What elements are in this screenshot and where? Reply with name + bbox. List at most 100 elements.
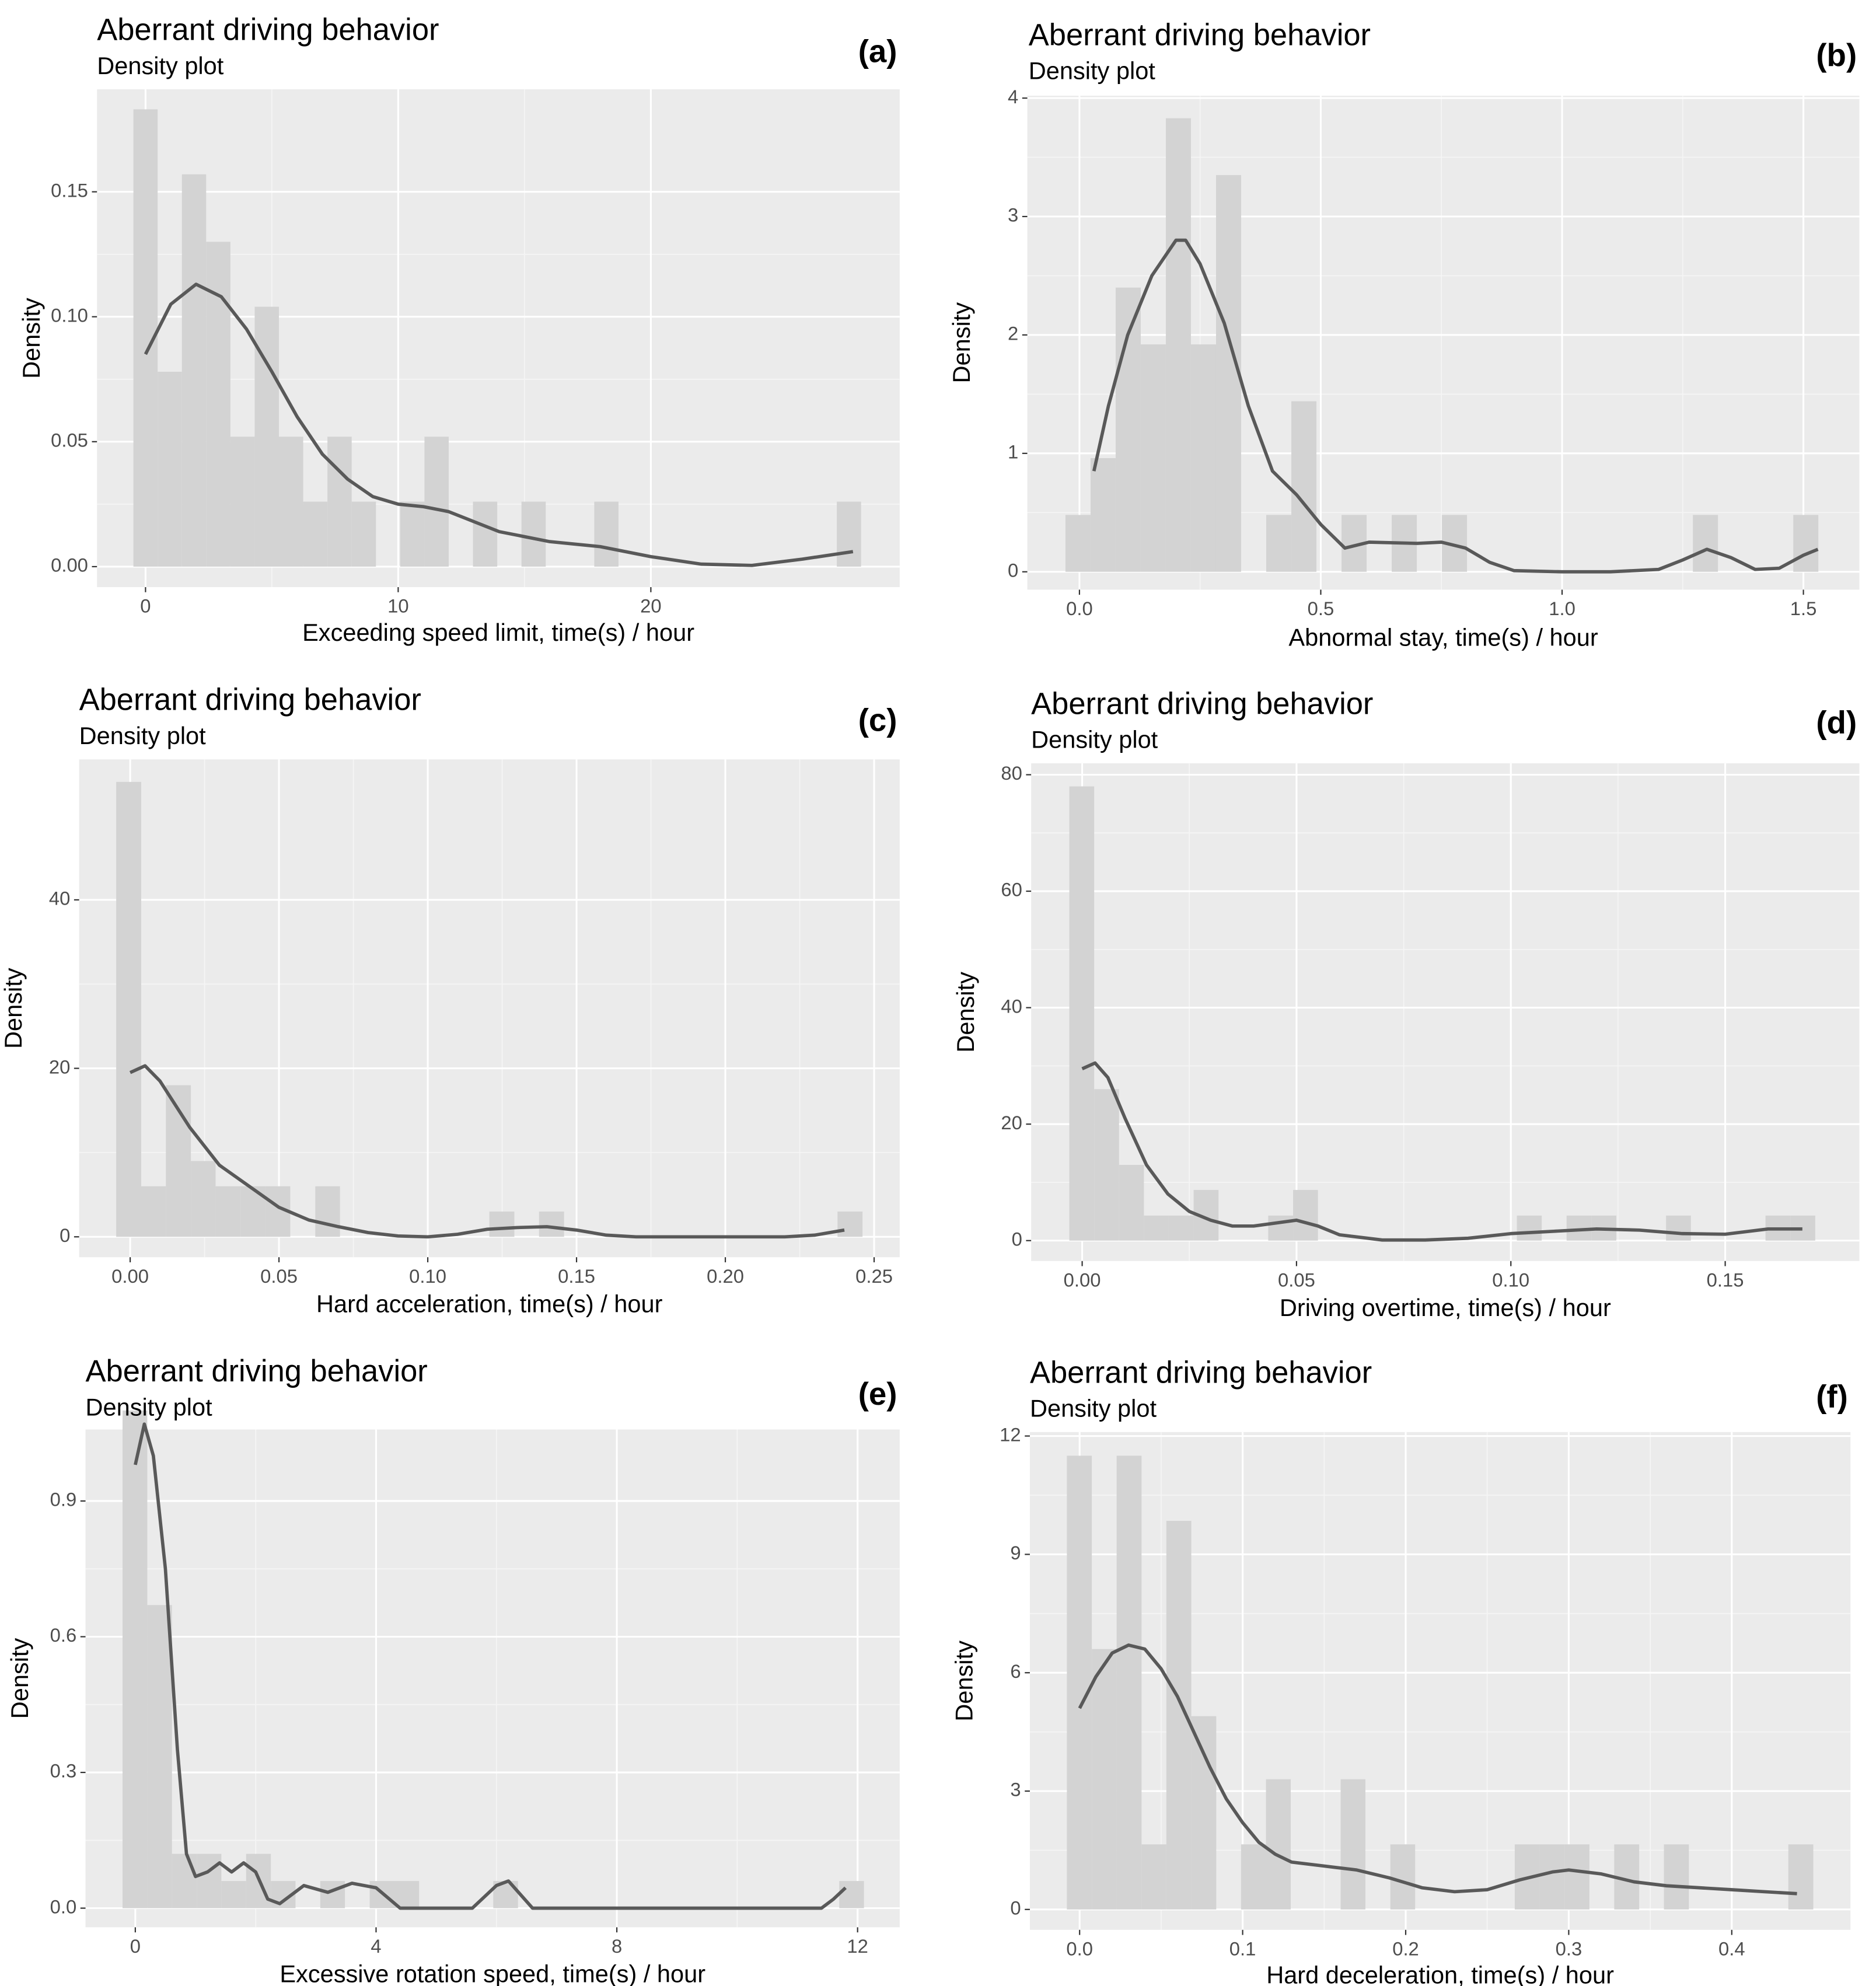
y-tick-label: 0.0 bbox=[50, 1896, 77, 1917]
histogram-bar bbox=[1215, 174, 1242, 572]
histogram-bar bbox=[116, 781, 141, 1237]
x-tick-label: 1.0 bbox=[1549, 598, 1575, 619]
x-axis-label: Abnormal stay, time(s) / hour bbox=[1288, 624, 1598, 651]
histogram-bar bbox=[1266, 1779, 1291, 1910]
y-axis-label: Density bbox=[951, 1641, 978, 1722]
density-line bbox=[1092, 238, 1819, 574]
x-axis-label: Exceeding speed limit, time(s) / hour bbox=[302, 619, 694, 646]
y-tick-label: 0 bbox=[1010, 1897, 1021, 1918]
panel bbox=[1029, 1432, 1851, 1930]
chart-subtitle: Density plot bbox=[1029, 57, 1156, 85]
x-tick-label: 0.15 bbox=[558, 1265, 595, 1287]
histogram-bar bbox=[191, 1161, 216, 1237]
panel-tag: (c) bbox=[858, 702, 897, 738]
x-tick-label: 0 bbox=[130, 1935, 141, 1957]
chart-title: Aberrant driving behavior bbox=[97, 13, 439, 47]
histogram-bar bbox=[315, 1186, 340, 1237]
histogram-bar bbox=[215, 1186, 241, 1237]
x-tick-label: 0.10 bbox=[409, 1265, 446, 1287]
panel-tag: (d) bbox=[1816, 705, 1857, 741]
x-tick-label: 4 bbox=[371, 1935, 381, 1957]
x-tick-label: 0.00 bbox=[111, 1265, 149, 1287]
y-tick-label: 20 bbox=[49, 1056, 70, 1077]
histogram-bar bbox=[1094, 1089, 1119, 1241]
y-axis-label: Density bbox=[6, 1638, 33, 1719]
histogram-bar bbox=[1190, 344, 1216, 572]
y-tick-label: 0 bbox=[1012, 1228, 1022, 1249]
x-tick-label: 0.10 bbox=[1492, 1269, 1529, 1290]
chart-subtitle: Density plot bbox=[1030, 1395, 1157, 1422]
histogram-bar bbox=[279, 437, 303, 567]
histogram-bar bbox=[1069, 786, 1095, 1241]
x-axis-label: Hard acceleration, time(s) / hour bbox=[316, 1290, 663, 1317]
histogram-bar bbox=[1793, 515, 1819, 572]
histogram-bar bbox=[1666, 1215, 1691, 1241]
histogram-bar bbox=[839, 1881, 864, 1908]
panel-tag: (f) bbox=[1816, 1378, 1848, 1414]
histogram-bar bbox=[1266, 515, 1292, 572]
y-axis-label: Density bbox=[18, 298, 45, 379]
histogram-bar bbox=[1539, 1844, 1565, 1910]
chart-title: Aberrant driving behavior bbox=[1031, 686, 1373, 721]
density-line bbox=[1078, 1643, 1797, 1896]
x-axis-label: Hard deceleration, time(s) / hour bbox=[1266, 1961, 1614, 1986]
histogram-bar bbox=[1291, 401, 1317, 572]
panel bbox=[79, 759, 900, 1258]
x-tick-label: 0.00 bbox=[1064, 1269, 1101, 1290]
density-line bbox=[129, 1064, 845, 1239]
histogram-bar bbox=[1168, 1215, 1194, 1241]
y-axis-label: Density bbox=[0, 968, 27, 1049]
chart-title: Aberrant driving behavior bbox=[1030, 1355, 1372, 1390]
histogram-bar bbox=[400, 501, 425, 567]
histogram-bar bbox=[1065, 515, 1091, 572]
histogram-bar bbox=[1140, 344, 1166, 572]
x-tick-label: 0.25 bbox=[855, 1265, 893, 1287]
histogram-bar bbox=[141, 1186, 166, 1237]
y-axis-label: Density bbox=[952, 972, 979, 1053]
histogram-bar bbox=[1144, 1215, 1169, 1241]
y-tick-label: 0.6 bbox=[50, 1624, 77, 1646]
x-tick-label: 0.20 bbox=[707, 1265, 744, 1287]
histogram-bar bbox=[172, 1854, 197, 1908]
histogram-bar bbox=[473, 501, 498, 567]
y-tick-label: 80 bbox=[1001, 762, 1022, 784]
histogram-bar bbox=[1564, 1844, 1589, 1910]
histogram-bar bbox=[1693, 515, 1718, 572]
y-tick-label: 0.9 bbox=[50, 1489, 77, 1510]
y-tick-label: 2 bbox=[1008, 323, 1018, 344]
histogram-bar bbox=[1517, 1215, 1542, 1241]
x-tick-label: 0.0 bbox=[1066, 598, 1093, 619]
x-tick-label: 20 bbox=[640, 595, 661, 617]
chart-title: Aberrant driving behavior bbox=[1029, 18, 1371, 52]
histogram-bar bbox=[1241, 1844, 1266, 1910]
histogram-bar bbox=[1090, 458, 1116, 572]
x-tick-label: 0 bbox=[140, 595, 151, 617]
y-tick-label: 40 bbox=[49, 888, 70, 909]
y-tick-label: 4 bbox=[1008, 86, 1018, 107]
density-line bbox=[134, 1422, 847, 1910]
x-tick-label: 0.5 bbox=[1308, 598, 1334, 619]
x-tick-label: 8 bbox=[612, 1935, 622, 1957]
chart-title: Aberrant driving behavior bbox=[86, 1354, 428, 1388]
x-axis-label: Excessive rotation speed, time(s) / hour bbox=[280, 1960, 705, 1986]
y-tick-label: 40 bbox=[1001, 995, 1022, 1017]
histogram-bar bbox=[230, 437, 255, 567]
histogram-bar bbox=[147, 1605, 172, 1908]
y-tick-label: 20 bbox=[1001, 1112, 1022, 1133]
plot-background bbox=[1031, 763, 1860, 1261]
histogram-bar bbox=[1067, 1456, 1092, 1910]
x-tick-label: 0.05 bbox=[1278, 1269, 1315, 1290]
histogram-bar bbox=[539, 1211, 564, 1237]
histogram-bar bbox=[1141, 1844, 1166, 1910]
y-tick-label: 0.15 bbox=[51, 179, 88, 201]
histogram-bar bbox=[1116, 1456, 1142, 1910]
x-tick-label: 0.2 bbox=[1392, 1938, 1419, 1959]
chart-subtitle: Density plot bbox=[97, 52, 224, 79]
histogram-bar bbox=[1788, 1844, 1814, 1910]
chart-subtitle: Density plot bbox=[86, 1393, 213, 1420]
x-tick-label: 1.5 bbox=[1790, 598, 1817, 619]
histogram-bar bbox=[1092, 1649, 1117, 1910]
histogram-bar bbox=[424, 437, 449, 567]
y-tick-label: 12 bbox=[1000, 1423, 1021, 1445]
